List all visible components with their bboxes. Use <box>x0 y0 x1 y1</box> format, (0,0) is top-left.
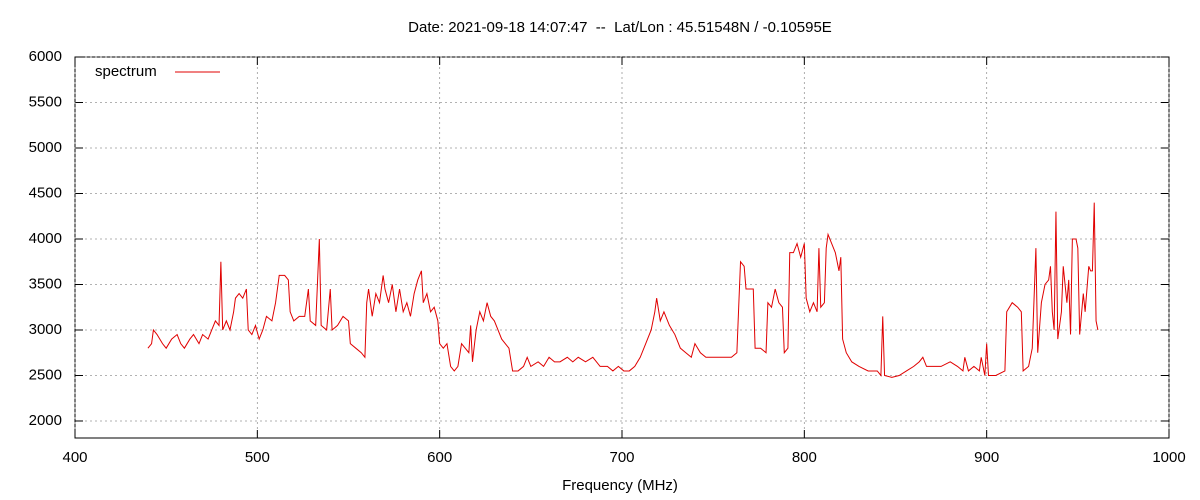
x-tick-label: 900 <box>974 449 999 466</box>
legend-label: spectrum <box>95 63 157 80</box>
x-tick-label: 500 <box>245 449 270 466</box>
y-tick-label: 4000 <box>29 230 62 247</box>
y-tick-label: 2500 <box>29 366 62 383</box>
y-tick-label: 4500 <box>29 184 62 201</box>
y-tick-label: 3500 <box>29 275 62 292</box>
x-tick-label: 400 <box>62 449 87 466</box>
y-tick-label: 6000 <box>29 48 62 65</box>
x-tick-label: 700 <box>609 449 634 466</box>
x-axis-label: Frequency (MHz) <box>562 477 678 494</box>
y-tick-label: 5500 <box>29 93 62 110</box>
y-tick-label: 3000 <box>29 321 62 338</box>
data-line <box>147 202 1099 378</box>
x-tick-label: 600 <box>427 449 452 466</box>
y-tick-label: 5000 <box>29 139 62 156</box>
x-tick-label: 1000 <box>1152 449 1185 466</box>
chart-title: Date: 2021-09-18 14:07:47 -- Lat/Lon : 4… <box>408 19 832 36</box>
y-tick-label: 2000 <box>29 412 62 429</box>
x-tick-label: 800 <box>792 449 817 466</box>
